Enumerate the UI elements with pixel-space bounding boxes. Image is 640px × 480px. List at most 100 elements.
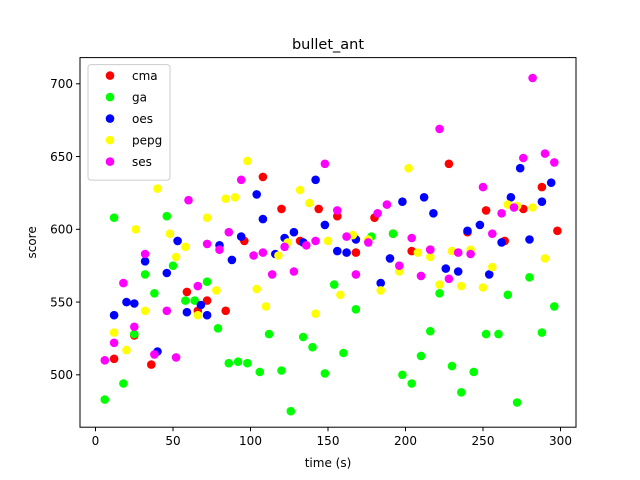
- point-ga-0: [100, 395, 110, 404]
- point-pepg-18: [295, 185, 305, 195]
- point-oes-31: [463, 226, 472, 236]
- point-ses-4: [140, 249, 150, 259]
- point-cma-3: [182, 287, 192, 297]
- point-oes-11: [227, 255, 237, 265]
- point-ga-23: [339, 348, 348, 358]
- point-oes-12: [236, 232, 246, 241]
- legend-marker-cma: [105, 71, 115, 80]
- y-axis-label: score: [25, 226, 39, 258]
- chart-title: bullet_ant: [292, 37, 364, 53]
- point-pepg-28: [413, 248, 423, 257]
- point-pepg-9: [202, 213, 212, 222]
- point-ga-41: [550, 302, 559, 311]
- point-oes-6: [173, 236, 182, 246]
- legend-marker-pepg: [105, 135, 115, 145]
- x-tick-label: 0: [92, 434, 100, 448]
- point-ses-10: [202, 239, 212, 249]
- point-cma-2: [147, 360, 156, 369]
- point-oes-32: [475, 220, 485, 230]
- point-ga-13: [233, 357, 243, 367]
- point-ses-5: [150, 350, 159, 359]
- point-ses-33: [444, 274, 454, 284]
- point-ga-18: [286, 406, 296, 416]
- point-pepg-16: [274, 251, 283, 260]
- point-ses-28: [395, 261, 404, 271]
- point-ses-40: [519, 153, 528, 163]
- point-ses-39: [509, 203, 519, 212]
- point-ses-3: [130, 322, 139, 332]
- x-tick-label: 200: [394, 434, 417, 448]
- point-ses-27: [382, 200, 392, 209]
- legend-label-ses: ses: [132, 155, 152, 169]
- point-ga-29: [416, 351, 426, 361]
- point-cma-20: [481, 206, 491, 215]
- point-oes-7: [182, 307, 192, 317]
- point-ses-26: [373, 209, 382, 218]
- point-oes-9: [202, 310, 212, 320]
- point-ga-37: [503, 290, 513, 300]
- x-tick-label: 250: [472, 434, 495, 448]
- point-pepg-3: [140, 306, 150, 316]
- point-pepg-0: [109, 328, 119, 337]
- y-tick-label: 600: [50, 223, 73, 237]
- point-ga-6: [162, 211, 172, 221]
- point-ga-4: [140, 270, 150, 279]
- point-ses-8: [184, 195, 193, 205]
- point-ses-37: [488, 229, 497, 238]
- point-pepg-25: [376, 286, 386, 295]
- legend-label-pepg: pepg: [132, 133, 162, 147]
- point-ga-24: [351, 305, 361, 314]
- point-ga-11: [213, 324, 223, 333]
- point-oes-3: [140, 257, 150, 266]
- legend-label-cma: cma: [132, 69, 158, 83]
- point-ga-12: [224, 358, 234, 368]
- y-tick-label: 550: [50, 295, 73, 309]
- point-cma-9: [277, 204, 286, 214]
- point-pepg-5: [165, 229, 175, 238]
- point-ses-31: [426, 245, 435, 254]
- point-ga-5: [150, 289, 159, 298]
- point-ga-19: [298, 332, 308, 342]
- point-ga-21: [320, 369, 330, 378]
- point-ses-0: [100, 356, 110, 365]
- point-ga-30: [426, 326, 435, 336]
- point-ses-38: [497, 209, 506, 218]
- point-cma-23: [537, 182, 547, 192]
- point-oes-38: [537, 197, 547, 206]
- y-axis: 500 550 600 650 700: [50, 77, 80, 382]
- point-ses-7: [171, 353, 181, 362]
- x-tick-label: 50: [165, 434, 180, 448]
- series-ses: [100, 73, 559, 365]
- point-pepg-7: [181, 242, 190, 252]
- point-ga-22: [329, 280, 339, 289]
- point-ses-24: [351, 270, 361, 279]
- point-cma-8: [258, 172, 268, 182]
- point-pepg-14: [252, 284, 261, 294]
- point-pepg-27: [404, 163, 413, 173]
- point-pepg-20: [311, 309, 320, 319]
- point-pepg-29: [426, 252, 435, 262]
- point-oes-24: [376, 278, 386, 288]
- y-tick-label: 500: [50, 368, 73, 382]
- point-ses-20: [311, 236, 320, 246]
- point-ga-35: [481, 329, 491, 339]
- point-oes-1: [122, 297, 131, 307]
- point-ses-42: [540, 149, 550, 158]
- point-pepg-4: [153, 184, 162, 193]
- x-axis: 0 50 100 150 200 250 300: [92, 427, 572, 448]
- point-ses-14: [249, 251, 258, 260]
- point-ses-35: [466, 249, 475, 259]
- point-ses-2: [119, 278, 128, 288]
- legend-box: [87, 64, 171, 181]
- point-oes-37: [525, 235, 534, 244]
- point-oes-36: [515, 163, 525, 173]
- point-oes-34: [497, 238, 506, 247]
- point-ses-9: [193, 281, 203, 291]
- x-tick-label: 150: [317, 434, 340, 448]
- point-ses-15: [258, 248, 268, 257]
- point-ses-34: [453, 248, 463, 257]
- point-ga-36: [494, 329, 503, 339]
- point-cma-24: [553, 226, 562, 236]
- point-pepg-19: [305, 198, 314, 208]
- point-ses-19: [302, 241, 311, 250]
